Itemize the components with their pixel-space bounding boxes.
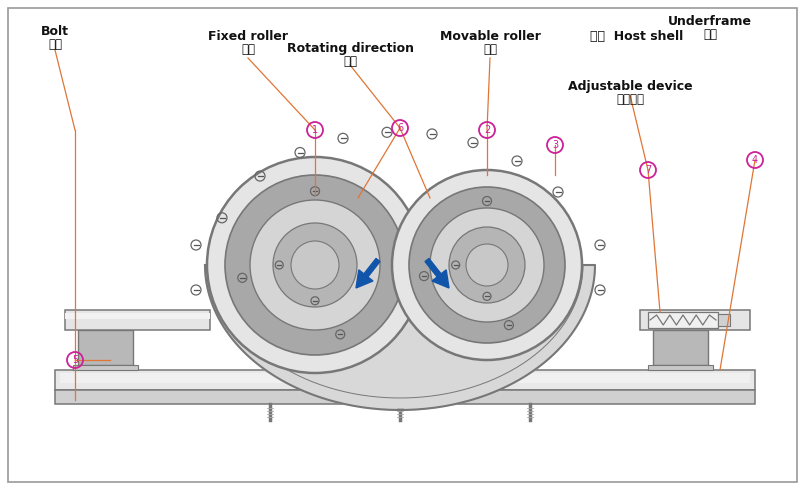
Text: 机壳  Host shell: 机壳 Host shell (590, 30, 683, 43)
Bar (55, 390, 755, 404)
Bar (65, 313, 210, 319)
Text: 前辊: 前辊 (241, 43, 255, 56)
Text: 调整装置: 调整装置 (616, 93, 644, 106)
Bar (653, 330, 708, 365)
Circle shape (409, 187, 565, 343)
Bar (55, 370, 755, 390)
Bar (73, 365, 138, 370)
Text: Bolt: Bolt (41, 25, 69, 38)
Bar (648, 312, 718, 328)
Text: 3: 3 (552, 140, 558, 150)
Text: Rotating direction: Rotating direction (287, 42, 414, 55)
Circle shape (466, 244, 508, 286)
Text: 转向: 转向 (343, 55, 357, 68)
Text: 6: 6 (397, 123, 403, 133)
Circle shape (449, 227, 525, 303)
Text: 螺栓: 螺栓 (48, 38, 62, 51)
FancyArrow shape (356, 258, 380, 288)
Circle shape (392, 170, 582, 360)
Text: 2: 2 (484, 125, 490, 135)
Bar (648, 365, 713, 370)
Text: Fixed roller: Fixed roller (208, 30, 288, 43)
Bar (640, 310, 750, 330)
Circle shape (225, 175, 405, 355)
Text: 1: 1 (312, 125, 318, 135)
Circle shape (250, 200, 380, 330)
Text: 7: 7 (645, 165, 651, 175)
Text: 底架: 底架 (703, 28, 717, 41)
FancyArrow shape (425, 258, 449, 288)
Text: 4: 4 (752, 155, 758, 165)
Text: 后辊: 后辊 (483, 43, 497, 56)
Circle shape (291, 241, 339, 289)
Text: Adjustable device: Adjustable device (568, 80, 692, 93)
Polygon shape (205, 265, 595, 410)
Bar (718, 314, 730, 326)
Circle shape (273, 223, 357, 307)
Circle shape (207, 157, 423, 373)
Text: Underframe: Underframe (668, 15, 752, 28)
Text: Movable roller: Movable roller (440, 30, 540, 43)
Bar (60, 373, 750, 383)
Text: 5: 5 (72, 355, 78, 365)
Bar (78, 330, 133, 365)
Bar (65, 310, 210, 330)
Circle shape (430, 208, 544, 322)
